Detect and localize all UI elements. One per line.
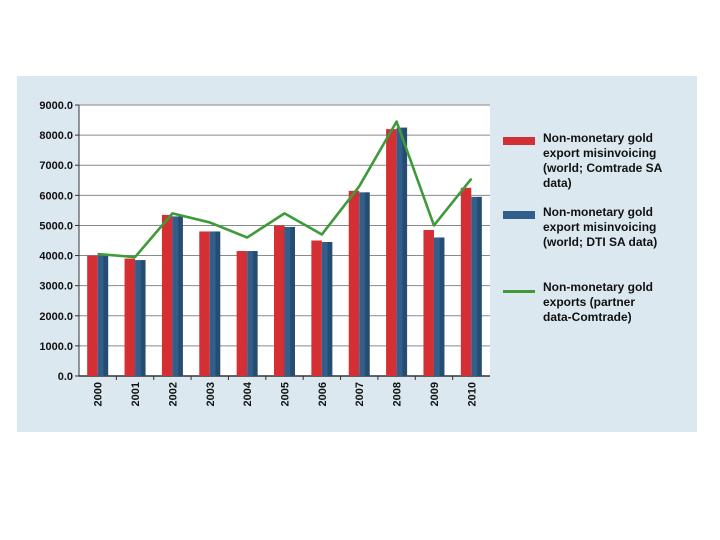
bar [311, 240, 322, 376]
x-tick-label: 2005 [280, 382, 292, 406]
line-point [209, 221, 211, 223]
y-tick-label: 2000.0 [39, 311, 73, 323]
bar-shade [103, 255, 109, 376]
line-point [97, 253, 99, 255]
bar [172, 216, 183, 376]
legend-item-comtrade-sa: Non-monetary gold export misinvoicing (w… [503, 131, 693, 191]
bar-shade [290, 226, 295, 376]
x-tick-label: 2002 [167, 382, 179, 406]
bar [460, 187, 472, 376]
legend-swatch-blue [503, 211, 535, 219]
legend-label-line: export misinvoicing [543, 146, 657, 160]
legend-label-line: Non-monetary gold [543, 205, 653, 219]
bar [359, 192, 370, 376]
bar-shade [178, 216, 183, 376]
legend-label-line: exports (partner [543, 295, 636, 309]
line-point [470, 178, 472, 180]
x-tick-label: 2006 [317, 382, 329, 406]
bar [247, 251, 258, 376]
bar-shade [327, 242, 333, 376]
bar [135, 260, 146, 376]
bar [97, 255, 109, 376]
line-point [246, 236, 248, 238]
y-tick-label: 9000.0 [39, 100, 73, 112]
legend-label-line: export misinvoicing [543, 220, 657, 234]
line-point [321, 233, 323, 235]
x-tick-label: 2010 [466, 382, 478, 406]
legend-item-partner: Non-monetary gold exports (partner data-… [503, 280, 693, 325]
chart-plot: 0.0 1000.0 2000.0 3000.0 4000.0 5000.0 6000.0 7… [39, 100, 490, 406]
bar-shade [252, 251, 258, 376]
line-point [396, 121, 398, 123]
chart-panel: 0.0 1000.0 2000.0 3000.0 4000.0 5000.0 6000.0 7… [17, 76, 697, 432]
y-tick-label: 0.0 [58, 371, 73, 383]
y-tick-label: 6000.0 [39, 190, 73, 202]
bar [386, 129, 397, 376]
line-point [433, 224, 435, 226]
legend-swatch-green-line [503, 290, 535, 293]
bar [161, 214, 173, 376]
bar [321, 242, 333, 376]
bar [471, 196, 482, 376]
bar [423, 229, 434, 376]
bar-shade [215, 231, 221, 376]
x-tick-label: 2004 [242, 381, 254, 406]
legend-label-line: (world; DTI SA data) [543, 235, 658, 249]
bar-shade [439, 237, 445, 376]
legend-label-line: Non-monetary gold [543, 131, 653, 145]
x-tick-label: 2000 [93, 382, 105, 406]
y-tick-label: 3000.0 [39, 281, 73, 293]
line-point [284, 212, 285, 214]
bar [284, 226, 295, 376]
bar [236, 251, 248, 376]
y-tick-label: 8000.0 [39, 130, 73, 142]
bar [348, 190, 360, 376]
bar [433, 237, 445, 376]
bar [396, 127, 408, 376]
line-point [358, 185, 360, 187]
bar-shade [365, 192, 370, 376]
x-tick-label: 2009 [429, 382, 441, 406]
bar-shade [402, 127, 408, 376]
legend-label-line: data) [543, 176, 572, 190]
bar-shade [477, 196, 482, 376]
legend-label-line: (world; Comtrade SA [543, 161, 663, 175]
y-tick-label: 1000.0 [39, 341, 73, 353]
y-tick-label: 5000.0 [39, 220, 73, 232]
x-tick-label: 2007 [354, 382, 366, 406]
legend-swatch-red [503, 137, 535, 145]
y-tick-label: 7000.0 [39, 160, 73, 172]
legend-item-dti-sa: Non-monetary gold export misinvoicing (w… [503, 205, 693, 250]
bar [209, 231, 221, 376]
bar [274, 225, 285, 376]
bar [199, 231, 210, 376]
x-tick-label: 2008 [392, 382, 404, 406]
bar [124, 258, 136, 376]
x-tick-label: 2003 [205, 382, 217, 406]
y-tick-label: 4000.0 [39, 251, 73, 263]
bar-shade [140, 260, 146, 376]
legend-label-line: data-Comtrade) [543, 310, 632, 324]
chart-legend: Non-monetary gold export misinvoicing (w… [503, 131, 693, 339]
legend-label-line: Non-monetary gold [543, 280, 653, 294]
x-tick-label: 2001 [130, 382, 142, 406]
bar [87, 255, 98, 376]
line-point [134, 256, 136, 258]
line-point [171, 212, 173, 214]
